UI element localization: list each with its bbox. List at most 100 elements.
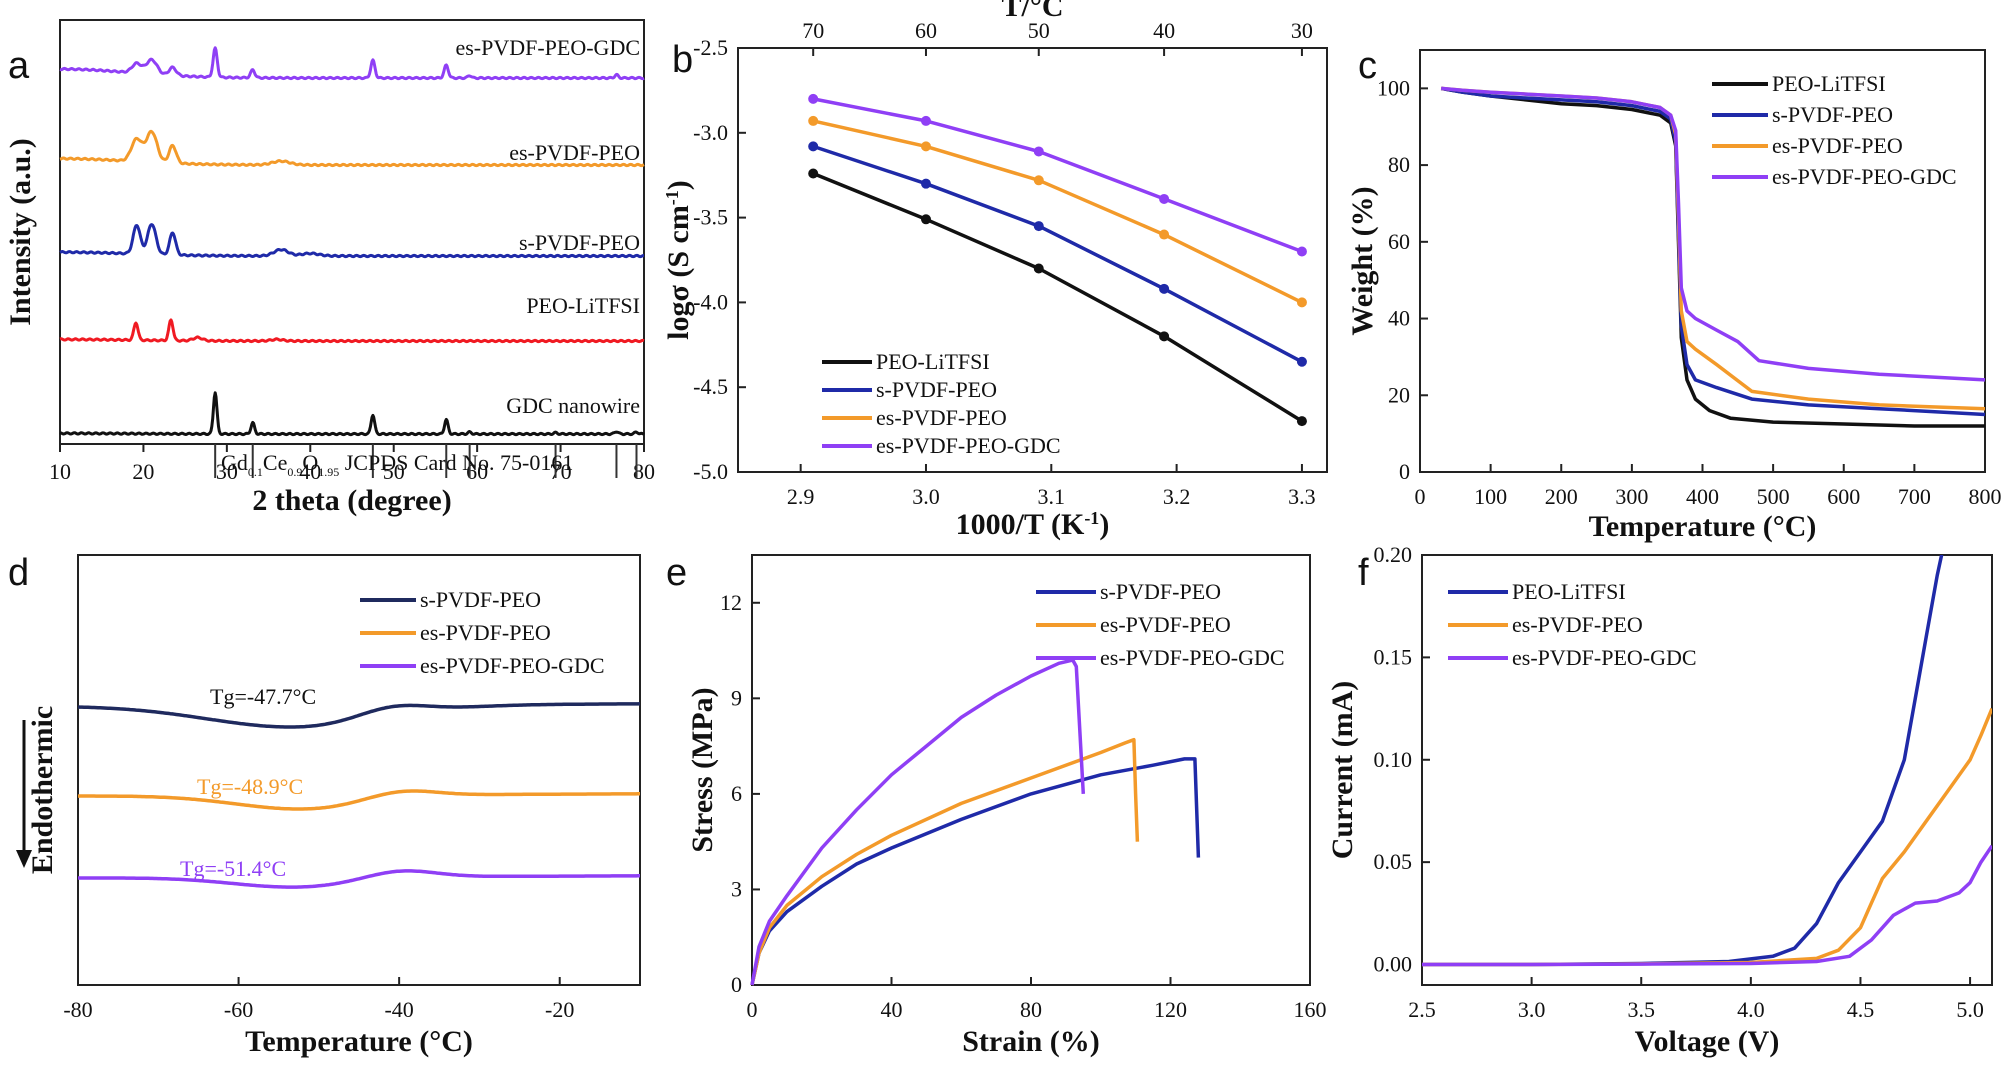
y-tick-label: 0.10 — [1374, 747, 1413, 772]
series-line — [59, 129, 645, 168]
y-tick-label: 0.20 — [1374, 542, 1413, 567]
series-label: es-PVDF-PEO-GDC — [455, 35, 640, 60]
y-tick-label: -4.5 — [693, 374, 728, 399]
data-point — [808, 168, 819, 179]
x-tick-label: 0 — [1415, 484, 1426, 509]
x-tick-label: 4.5 — [1847, 997, 1875, 1022]
y-tick-label: -3.5 — [693, 205, 728, 230]
panel-letter-d: d — [8, 552, 29, 594]
panel-letter-a: a — [8, 45, 30, 87]
x-tick-label: -40 — [384, 997, 413, 1022]
panel-c: 0 100 200 300 400 500 600 700 800 0 20 40 60 80 100 Tem… — [1346, 49, 2002, 543]
series-label: GDC nanowire — [506, 393, 640, 418]
plot-area — [1422, 555, 1992, 967]
x-tick-label: 800 — [1969, 484, 2002, 509]
legend-label: es-PVDF-PEO-GDC — [420, 653, 605, 678]
x-tick-label: 500 — [1757, 484, 1790, 509]
x-tick-label: 50 — [383, 459, 405, 484]
x-tick-label: 120 — [1154, 997, 1187, 1022]
y-tick-label: 0.05 — [1374, 849, 1413, 874]
series-line — [750, 757, 1201, 986]
y-axis-label: Stress (MPa) — [686, 687, 719, 852]
data-point — [1033, 175, 1044, 186]
legend-label: es-PVDF-PEO — [876, 405, 1007, 430]
legend-label: PEO-LiTFSI — [876, 349, 990, 374]
series-line — [59, 46, 645, 81]
data-point — [1296, 416, 1307, 427]
y-tick-label: 80 — [1388, 152, 1410, 177]
series-line — [812, 97, 1303, 254]
data-point — [1159, 229, 1170, 240]
x-tick-label: 40 — [299, 459, 321, 484]
y-tick-label: 20 — [1388, 382, 1410, 407]
panel-f: 2.5 3.0 3.5 4.0 4.5 5.0 0.00 0.05 0.10 0.15 0.20 Vo… — [1326, 542, 1993, 1058]
x-tick-label: 3.5 — [1627, 997, 1655, 1022]
y-tick-label: -4.0 — [693, 289, 728, 314]
x-tick-label: 80 — [633, 459, 655, 484]
x-tick-label: 200 — [1545, 484, 1578, 509]
reference-label-part: 0.9 — [287, 465, 302, 479]
y-axis-label: Current (mA) — [1326, 681, 1359, 860]
top-tick-label: 40 — [1153, 18, 1175, 43]
y-axis-label: logσ (S cm-1) — [662, 180, 695, 340]
y-tick-label: 0 — [731, 972, 742, 997]
legend-label: es-PVDF-PEO — [1772, 133, 1903, 158]
y-tick-label: 40 — [1388, 306, 1410, 331]
y-tick-label: 0 — [1399, 459, 1410, 484]
x-tick-label: 2.5 — [1408, 997, 1436, 1022]
series-line — [78, 869, 640, 889]
reference-label: Gd0.1Ce0.9O1.95 JCPDS Card No. 75-0161 — [221, 450, 573, 479]
y-tick-label: 12 — [720, 590, 742, 615]
series-line — [77, 789, 640, 811]
x-tick-label: -60 — [224, 997, 253, 1022]
panel-b: 2.9 3.0 3.1 3.2 3.3 -2.5 -3.0 -3.5 -4.0 -4.5 -5.0 7… — [662, 0, 1328, 541]
y-tick-label: 3 — [731, 876, 742, 901]
data-point — [920, 178, 931, 189]
series-label: PEO-LiTFSI — [526, 293, 640, 318]
x-axis-label-part: 1000/T (K — [956, 508, 1085, 541]
y-axis-label: Intensity (a.u.) — [4, 138, 37, 326]
legend-label: s-PVDF-PEO — [1772, 102, 1893, 127]
x-axis-label: Temperature (°C) — [245, 1025, 473, 1058]
x-tick-label: 60 — [466, 459, 488, 484]
data-point — [808, 93, 819, 104]
x-axis-label: 2 theta (degree) — [252, 484, 451, 517]
series-label: s-PVDF-PEO — [519, 230, 640, 255]
data-point — [1159, 193, 1170, 204]
y-axis-label: Endothermic — [26, 706, 59, 874]
series-line — [750, 658, 1086, 986]
reference-label-part: Gd — [221, 450, 248, 475]
y-axis-label-part: logσ (S cm — [662, 205, 695, 340]
data-point — [808, 141, 819, 152]
legend-label: PEO-LiTFSI — [1512, 579, 1626, 604]
x-axis-label: Temperature (°C) — [1589, 510, 1817, 543]
panel-letter-f: f — [1358, 552, 1369, 594]
x-tick-label: 0 — [747, 997, 758, 1022]
data-point — [920, 141, 931, 152]
series-line — [59, 391, 645, 437]
x-tick-label: 20 — [132, 459, 154, 484]
y-tick-label: 0.15 — [1374, 644, 1413, 669]
x-tick-label: 300 — [1615, 484, 1648, 509]
data-point — [1033, 263, 1044, 274]
x-tick-label: 3.0 — [1518, 997, 1546, 1022]
series-line — [59, 318, 645, 344]
x-tick-label: 3.2 — [1163, 484, 1191, 509]
top-axis-label: T/°C — [1001, 0, 1063, 23]
axes-frame — [737, 47, 1328, 473]
x-axis-label: Voltage (V) — [1635, 1025, 1780, 1058]
tg-annotation: Tg=-47.7°C — [210, 684, 316, 709]
legend-label: es-PVDF-PEO — [1512, 612, 1643, 637]
series-line — [812, 144, 1303, 364]
y-tick-label: -5.0 — [693, 459, 728, 484]
top-tick-label: 70 — [802, 18, 824, 43]
data-point — [1296, 246, 1307, 257]
x-tick-label: 30 — [216, 459, 238, 484]
top-tick-label: 60 — [915, 18, 937, 43]
x-tick-label: 700 — [1898, 484, 1931, 509]
data-point — [920, 115, 931, 126]
panel-letter-e: e — [666, 552, 687, 594]
tg-annotation: Tg=-51.4°C — [180, 856, 286, 881]
x-axis-label: 1000/T (K-1) — [956, 508, 1110, 541]
